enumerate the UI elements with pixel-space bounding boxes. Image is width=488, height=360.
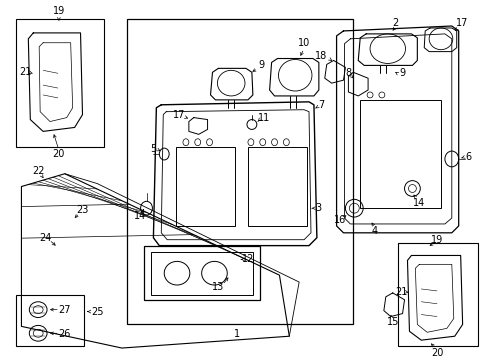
Text: 17: 17 [454,18,467,28]
Text: 13: 13 [212,282,224,292]
Text: 21: 21 [19,67,32,77]
Text: 15: 15 [386,318,398,328]
Text: 4: 4 [371,226,377,236]
Text: 24: 24 [39,233,51,243]
Bar [397,243,477,346]
Bar [247,147,306,226]
Text: 11: 11 [257,113,269,123]
Text: 20: 20 [53,149,65,159]
Text: 20: 20 [430,348,442,358]
Text: 27: 27 [59,305,71,315]
Text: 21: 21 [395,287,407,297]
Text: 26: 26 [59,329,71,339]
Bar [151,252,252,295]
Text: 18: 18 [314,50,326,60]
Text: 3: 3 [315,203,321,213]
Text: 14: 14 [133,211,145,221]
Text: 22: 22 [32,166,44,176]
Text: 25: 25 [91,307,103,316]
Text: 14: 14 [412,198,425,208]
Text: 5: 5 [150,144,156,154]
Bar [16,295,84,346]
Bar [16,19,104,147]
Bar [126,19,353,324]
Text: 9: 9 [399,68,405,78]
Text: 8: 8 [345,68,351,78]
Text: 23: 23 [76,205,88,215]
Text: 6: 6 [465,152,470,162]
Text: 1: 1 [234,329,240,339]
Text: 10: 10 [297,38,309,48]
Bar [176,147,235,226]
Text: 7: 7 [317,100,323,110]
Text: 9: 9 [258,60,264,71]
Bar [143,246,259,300]
Text: 16: 16 [334,215,346,225]
Text: 19: 19 [430,235,442,245]
Text: 19: 19 [53,6,65,16]
Text: 17: 17 [172,110,185,120]
Text: 2: 2 [392,18,398,28]
Bar [360,100,440,208]
Text: 12: 12 [241,255,254,264]
